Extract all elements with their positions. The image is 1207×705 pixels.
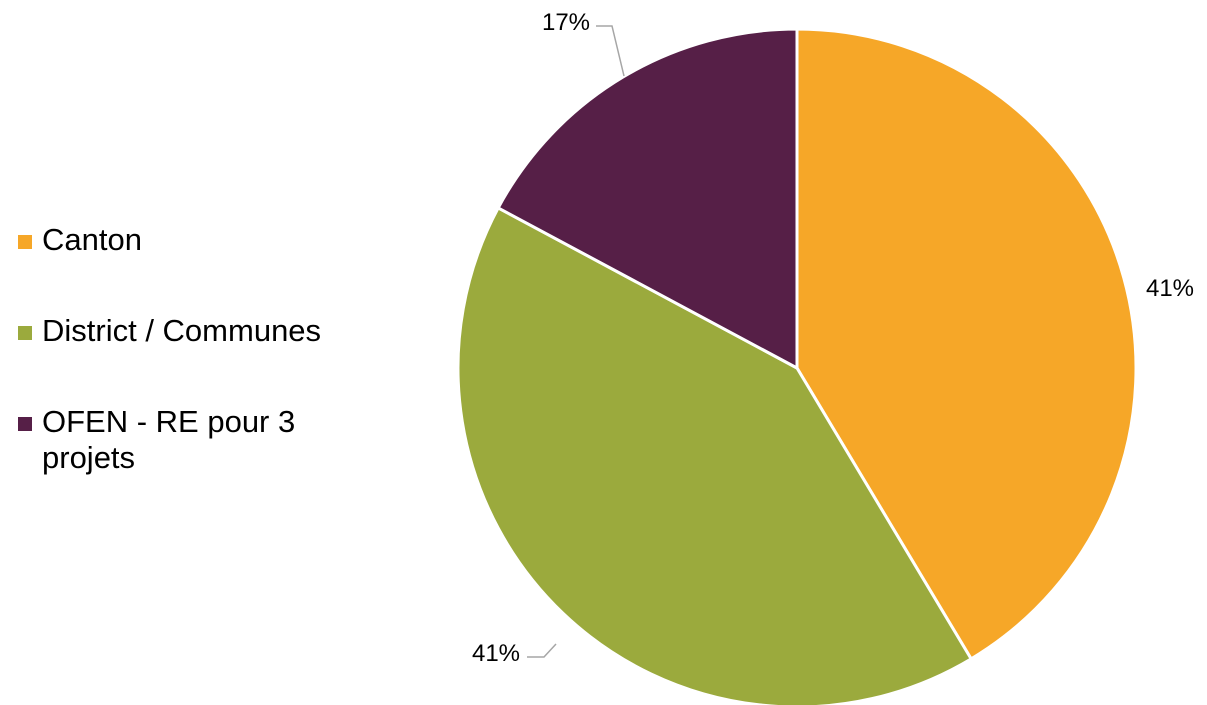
legend-label-district-communes: District / Communes	[42, 313, 322, 348]
legend-item-canton: Canton	[18, 222, 418, 258]
chart-legend: Canton District / Communes OFEN - RE pou…	[18, 222, 418, 476]
legend-swatch-canton	[18, 235, 32, 249]
legend-label-ofen: OFEN - RE pour 3 projets	[42, 404, 296, 475]
legend-item-ofen: OFEN - RE pour 3 projets	[18, 404, 418, 476]
leader-lines	[527, 25, 625, 658]
pie-slice-ofen	[496, 27, 799, 371]
pie-slices	[456, 27, 1138, 705]
legend-item-district-communes: District / Communes	[18, 313, 418, 349]
legend-label-canton: Canton	[42, 222, 142, 257]
legend-swatch-district-communes	[18, 326, 32, 340]
pie-slice-district-communes	[456, 205, 974, 705]
pie-slice-canton	[795, 27, 1138, 661]
data-label-district-communes: 41%	[472, 640, 520, 667]
legend-swatch-ofen	[18, 417, 32, 431]
data-label-canton: 41%	[1146, 275, 1194, 302]
data-labels: 41% 41% 17%	[472, 9, 1194, 667]
data-label-ofen: 17%	[542, 9, 590, 36]
leader-line-district-communes	[527, 643, 557, 658]
leader-line-ofen	[596, 25, 625, 77]
